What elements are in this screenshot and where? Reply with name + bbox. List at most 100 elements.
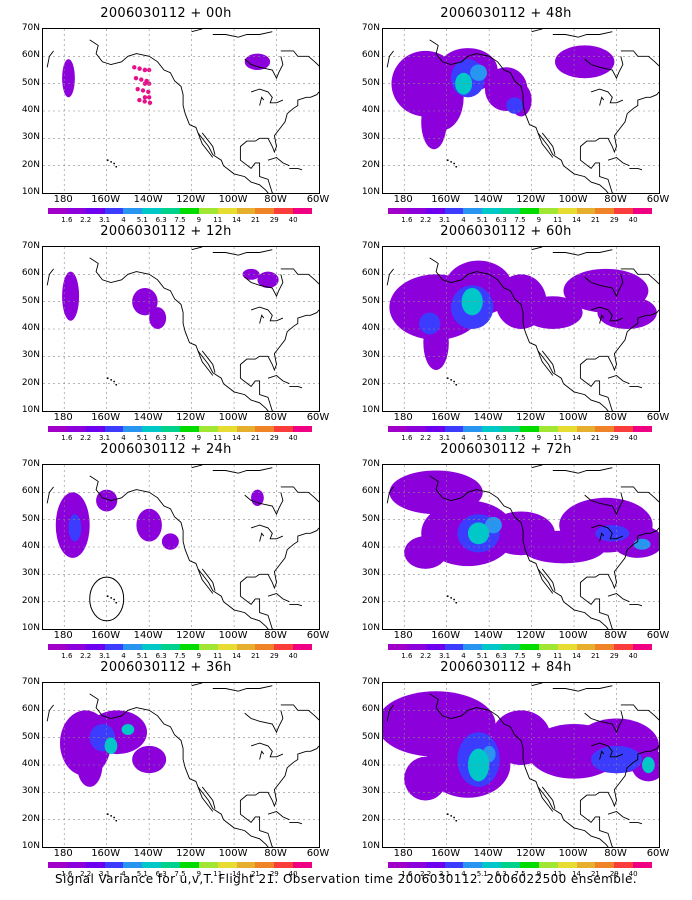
- colorbar-swatch: [463, 862, 483, 868]
- colorbar-swatch: [614, 208, 634, 214]
- colorbar-swatch: [463, 644, 483, 650]
- lat-label: 50N: [21, 295, 40, 306]
- colorbar: [388, 862, 653, 868]
- lon-label: 120W: [176, 194, 206, 205]
- colorbar-label: 11: [553, 434, 563, 442]
- colorbar-label: 11: [553, 652, 563, 660]
- coastline: [386, 486, 394, 504]
- colorbar-swatch: [293, 426, 313, 432]
- coastline: [537, 786, 554, 812]
- panel-title: 2006030112 + 72h: [440, 442, 572, 457]
- colorbar-label: 14: [572, 652, 582, 660]
- island: [446, 595, 449, 598]
- island: [453, 380, 456, 383]
- lat-label: 60N: [361, 486, 380, 497]
- coastline: [531, 29, 543, 33]
- colorbar-swatch: [274, 208, 294, 214]
- colorbar-label: 9: [536, 870, 542, 878]
- colorbar-swatch: [217, 862, 237, 868]
- colorbar-label: 5.1: [476, 652, 488, 660]
- lon-label: 180: [393, 412, 413, 423]
- colorbar-swatch: [161, 644, 181, 650]
- lat-label: 20N: [361, 595, 380, 606]
- colorbar-label: 9: [536, 652, 542, 660]
- colorbar-swatch: [520, 644, 539, 650]
- lon-label: 160W: [431, 630, 461, 641]
- coastline: [250, 306, 284, 322]
- coastline: [429, 475, 609, 629]
- lat-label: 10N: [361, 841, 380, 851]
- colorbar-label: 4: [121, 434, 126, 442]
- colorbar-swatch: [142, 426, 162, 432]
- colorbar-swatch: [161, 208, 181, 214]
- highlight-circle: [89, 576, 125, 622]
- island: [455, 601, 458, 604]
- colorbar-label: 4: [121, 652, 126, 660]
- coastline: [289, 167, 303, 171]
- map-area: [382, 464, 660, 630]
- coastline: [89, 475, 269, 629]
- lat-label: 20N: [21, 377, 40, 388]
- colorbar-swatch: [482, 208, 502, 214]
- colorbar-label: 2.2: [420, 652, 432, 660]
- colorbar-label: 5.1: [476, 216, 488, 224]
- lon-label: 160W: [431, 194, 461, 205]
- colorbar-label: 9: [196, 434, 202, 442]
- observation-point: [139, 77, 144, 82]
- lat-label: 50N: [21, 513, 40, 524]
- colorbar-label: 9: [536, 216, 542, 224]
- colorbar-swatch: [85, 426, 105, 432]
- lat-label: 20N: [21, 159, 40, 170]
- colorbar-swatch: [614, 862, 634, 868]
- colorbar-label: 11: [213, 434, 223, 442]
- map-panel-84h: 2006030112 + 84h 70N 60N 50N 40N 30N 20N 10N 180…: [346, 660, 670, 878]
- coastline: [599, 314, 605, 324]
- coastline: [599, 532, 605, 542]
- colorbar-swatch: [538, 426, 558, 432]
- colorbar-label: 11: [553, 870, 563, 878]
- coastline: [239, 745, 319, 847]
- lon-label: 100W: [558, 630, 588, 641]
- coastline: [579, 309, 659, 411]
- colorbar-label: 3.1: [98, 434, 111, 442]
- colorbar-swatch: [501, 208, 521, 214]
- colorbar-swatch: [425, 644, 445, 650]
- island: [113, 162, 116, 165]
- coastline: [607, 156, 630, 167]
- lat-label: 50N: [361, 295, 380, 306]
- colorbar-swatch: [104, 208, 124, 214]
- colorbar-label: 1.6: [61, 870, 73, 878]
- lon-label: 180: [393, 194, 413, 205]
- lat-label: 10N: [21, 187, 40, 197]
- observation-point: [147, 100, 153, 106]
- colorbar-label: 2.2: [80, 434, 92, 442]
- colorbar-label: 7.5: [174, 434, 186, 442]
- island: [113, 816, 116, 819]
- coastline: [212, 249, 273, 256]
- coastline: [584, 56, 624, 80]
- colorbar-swatch: [538, 644, 558, 650]
- colorbar-label: 2.2: [80, 216, 92, 224]
- lat-label: 70N: [361, 677, 380, 687]
- colorbar-label: 40: [628, 216, 638, 224]
- coastline: [629, 385, 643, 389]
- coastline: [541, 568, 556, 591]
- lon-label: 100W: [558, 194, 588, 205]
- colorbar-swatch: [538, 862, 558, 868]
- island: [115, 601, 118, 604]
- coastline: [429, 257, 609, 411]
- colorbar-swatch: [388, 644, 407, 650]
- coastline: [289, 821, 303, 825]
- coastline: [212, 31, 273, 38]
- colorbar-label: 5.1: [136, 216, 148, 224]
- lat-label: 70N: [361, 241, 380, 251]
- observation-point: [135, 86, 140, 92]
- coastline: [629, 167, 643, 171]
- colorbar-swatch: [501, 862, 521, 868]
- colorbar: [48, 426, 313, 432]
- variance-map: [383, 29, 659, 193]
- variance-region: [62, 59, 75, 98]
- colorbar-label: 21: [250, 216, 260, 224]
- colorbar-label: 40: [288, 216, 298, 224]
- colorbar-swatch: [217, 208, 237, 214]
